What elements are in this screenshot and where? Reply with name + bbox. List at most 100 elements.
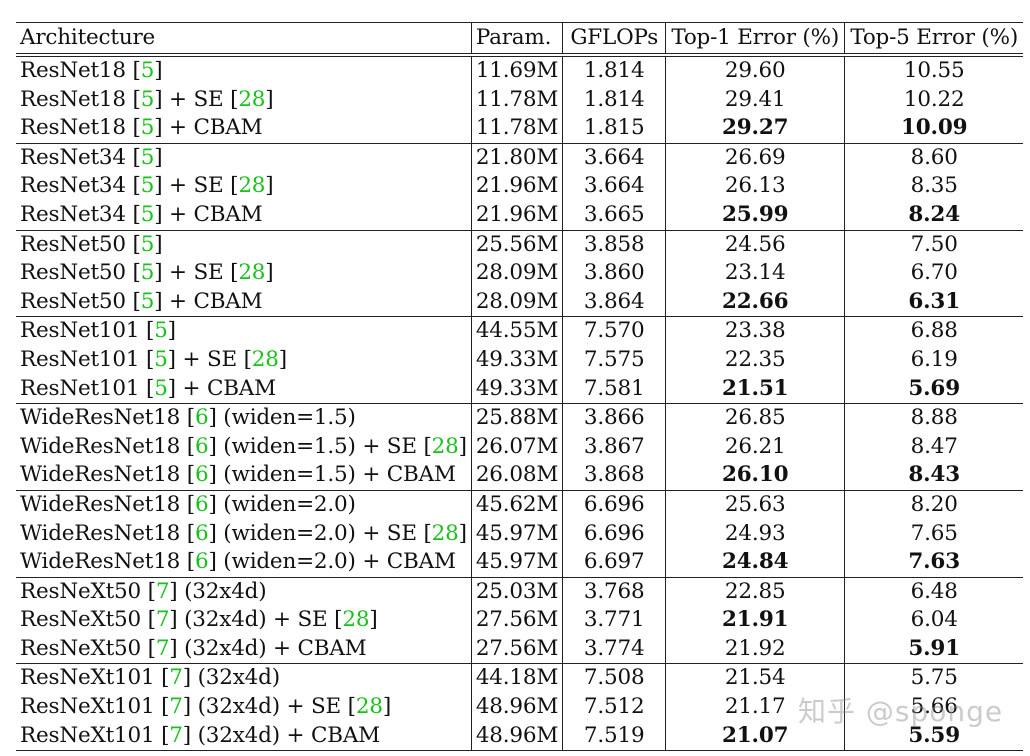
arch-text: ] [458, 433, 467, 459]
cell-top1-error: 26.69 [665, 143, 846, 173]
citation-link[interactable]: 5 [140, 288, 155, 314]
citation-link[interactable]: 7 [155, 635, 170, 661]
cell-architecture: ResNeXt101 [7] (32x4d) + CBAM [16, 721, 472, 751]
watermark: 知乎 @sponge [798, 695, 1004, 728]
arch-text: ] (32x4d) + CBAM [169, 635, 367, 661]
arch-text: ] (widen=2.0) + SE [ [208, 520, 432, 546]
row-group: ResNet34 [5] 21.80M 3.664 26.69 8.60 ResNet34… [16, 143, 1024, 231]
cell-top1-error: 21.92 [665, 634, 846, 664]
arch-text: ] (widen=1.5) [208, 405, 356, 431]
citation-link[interactable]: 7 [169, 665, 183, 691]
table-row: WideResNet18 [6] (widen=1.5) + CBAM 26.08… [16, 461, 1023, 491]
arch-text: ] + CBAM [167, 375, 276, 401]
cell-top5-error: 5.91 [908, 635, 960, 661]
row-group: ResNeXt101 [7] (32x4d) 44.18M 7.508 21.54 5.… [16, 663, 1024, 751]
table-row: ResNeXt50 [7] (32x4d) 25.03M 3.768 22.85 6.4… [16, 577, 1023, 607]
cell-top5-error: 7.63 [908, 549, 960, 575]
cell-architecture: WideResNet18 [6] (widen=2.0) + CBAM [16, 548, 472, 578]
citation-link[interactable]: 5 [140, 58, 155, 83]
arch-text: ResNeXt101 [ [20, 722, 170, 748]
cell-param: 49.33M [471, 374, 564, 404]
row-group: WideResNet18 [6] (widen=1.5) 25.88M 3.866 2… [16, 403, 1024, 491]
cell-gflops: 3.774 [562, 634, 667, 664]
citation-link[interactable]: 6 [195, 433, 209, 459]
citation-link[interactable]: 5 [140, 231, 155, 257]
citation-link[interactable]: 28 [238, 86, 266, 112]
cell-gflops: 3.860 [562, 259, 667, 288]
arch-text: ] [265, 173, 274, 199]
cell-top1-error: 24.56 [665, 230, 846, 260]
arch-text: WideResNet18 [ [20, 549, 195, 575]
cell-top1-error: 21.17 [665, 693, 846, 722]
citation-link[interactable]: 7 [169, 722, 183, 748]
cell-top1-error: 21.51 [665, 374, 846, 404]
cell-gflops: 7.519 [562, 721, 667, 751]
arch-text: ResNet34 [ [20, 144, 141, 170]
cell-architecture: ResNet101 [5] + SE [28] [16, 345, 472, 375]
cell-architecture: ResNet101 [5] + CBAM [16, 374, 472, 404]
cell-top5-error: 8.43 [908, 462, 960, 488]
table-row: WideResNet18 [6] (widen=2.0) + CBAM 45.97… [16, 548, 1023, 578]
cell-param: 11.78M [471, 85, 564, 115]
cell-top1-error: 22.35 [665, 345, 846, 375]
table-row: ResNet18 [5] + CBAM 11.78M 1.815 29.27 10.09 [16, 114, 1023, 144]
arch-text: WideResNet18 [ [20, 462, 195, 488]
cell-param: 49.33M [471, 345, 564, 375]
cell-param: 26.07M [471, 432, 564, 462]
table-row: ResNeXt101 [7] (32x4d) 44.18M 7.508 21.54 5.… [16, 663, 1023, 694]
citation-link[interactable]: 7 [155, 607, 170, 633]
arch-text: ] [154, 231, 163, 257]
cell-gflops: 6.696 [562, 490, 667, 520]
cell-gflops: 6.696 [562, 519, 667, 549]
citation-link[interactable]: 5 [140, 201, 155, 227]
citation-link[interactable]: 6 [195, 491, 209, 517]
cell-gflops: 3.664 [562, 172, 667, 201]
table-row: WideResNet18 [6] (widen=1.5) + SE [28] 26… [16, 432, 1023, 462]
citation-link[interactable]: 5 [140, 86, 155, 112]
citation-link[interactable]: 28 [251, 346, 279, 372]
citation-link[interactable]: 6 [195, 549, 209, 575]
table-row: ResNeXt101 [7] (32x4d) + SE [28] 48.96M 7.… [16, 693, 1023, 722]
arch-text: ] + SE [ [154, 260, 239, 286]
citation-link[interactable]: 7 [155, 578, 170, 604]
cell-param: 45.62M [471, 490, 564, 520]
citation-link[interactable]: 5 [154, 346, 168, 372]
citation-link[interactable]: 5 [140, 115, 155, 141]
cell-architecture: ResNet50 [5] + SE [28] [16, 259, 472, 288]
citation-link[interactable]: 6 [195, 405, 209, 431]
cell-top5-error: 6.70 [910, 260, 958, 286]
citation-link[interactable]: 7 [169, 694, 183, 720]
cell-param: 11.78M [471, 114, 564, 144]
citation-link[interactable]: 5 [154, 375, 168, 401]
arch-text: ] (widen=1.5) + SE [ [208, 433, 432, 459]
citation-link[interactable]: 5 [140, 173, 155, 199]
col-header-gflops: GFLOPs [562, 22, 667, 57]
citation-link[interactable]: 5 [154, 318, 168, 344]
citation-link[interactable]: 5 [140, 144, 155, 170]
citation-link[interactable]: 28 [238, 173, 266, 199]
table-row: ResNeXt101 [7] (32x4d) + CBAM 48.96M 7.519… [16, 721, 1023, 751]
cell-top1-error: 21.07 [665, 721, 846, 751]
cell-top5-error: 6.31 [908, 288, 960, 314]
cell-param: 45.97M [471, 519, 564, 549]
cell-architecture: ResNet34 [5] + CBAM [16, 200, 472, 231]
citation-link[interactable]: 28 [342, 607, 370, 633]
col-header-top5: Top-5 Error (%) [844, 22, 1024, 57]
cell-top5-error: 6.19 [910, 346, 958, 372]
citation-link[interactable]: 6 [195, 462, 209, 488]
cell-param: 27.56M [471, 606, 564, 635]
citation-link[interactable]: 28 [355, 694, 383, 720]
citation-link[interactable]: 28 [431, 433, 459, 459]
citation-link[interactable]: 5 [140, 260, 155, 286]
cell-gflops: 3.768 [562, 577, 667, 607]
citation-link[interactable]: 28 [238, 260, 266, 286]
arch-text: ResNet50 [ [20, 288, 141, 314]
citation-link[interactable]: 28 [431, 520, 459, 546]
citation-link[interactable]: 6 [195, 520, 209, 546]
arch-text: ResNeXt101 [ [20, 694, 170, 720]
cell-gflops: 7.512 [562, 693, 667, 722]
table-row: WideResNet18 [6] (widen=2.0) + SE [28] 45… [16, 519, 1023, 549]
cell-top5-error: 5.75 [910, 665, 958, 691]
cell-top1-error: 21.54 [665, 663, 846, 694]
table-row: WideResNet18 [6] (widen=1.5) 25.88M 3.866 2… [16, 403, 1023, 433]
